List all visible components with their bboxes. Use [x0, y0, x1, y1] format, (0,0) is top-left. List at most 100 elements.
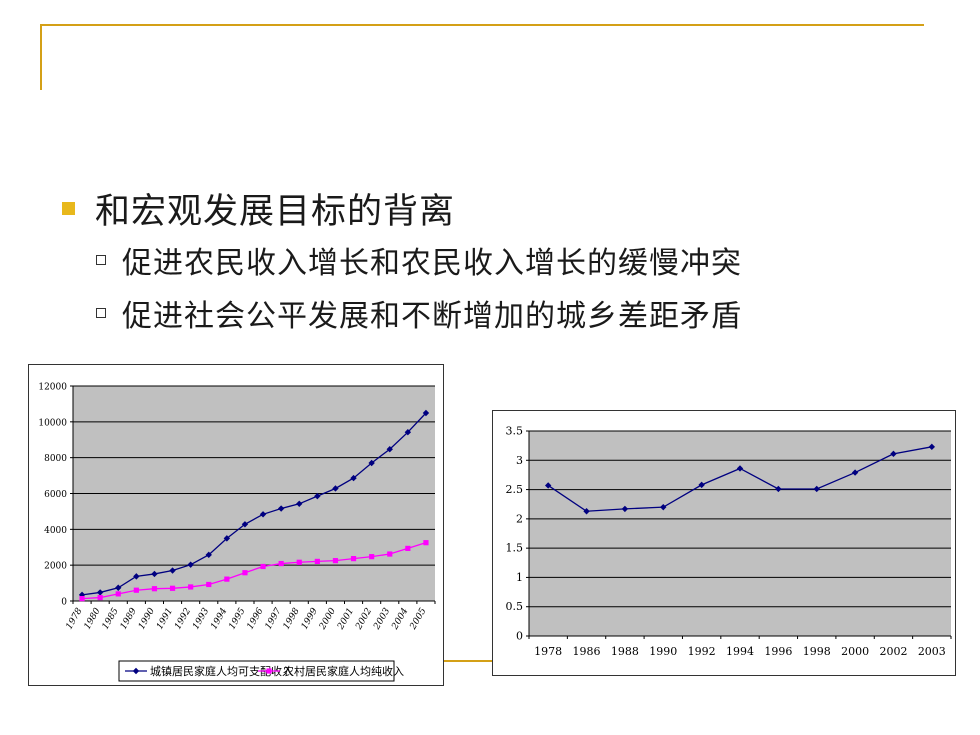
x-tick-label: 1998	[803, 645, 831, 658]
data-point	[296, 500, 303, 508]
legend-urban-label: 城镇居民家庭人均可支配收入	[150, 664, 293, 678]
x-tick-label: 1985	[101, 606, 121, 631]
data-point	[332, 485, 339, 492]
data-point	[188, 584, 194, 590]
y-tick-label: 2.5	[506, 483, 524, 496]
y-tick-label: 1.5	[506, 542, 524, 555]
y-tick-label: 3.5	[506, 425, 524, 438]
x-tick-label: 1998	[282, 606, 302, 631]
data-point	[775, 485, 782, 493]
data-point	[422, 409, 430, 417]
data-point	[278, 560, 284, 567]
data-point	[115, 584, 122, 591]
income-chart-svg: 0200040006000800010000120001978198019851…	[38, 383, 436, 682]
data-point	[369, 554, 375, 560]
x-tick-label: 1999	[300, 606, 320, 631]
x-tick-label: 2003	[918, 645, 946, 658]
x-tick-label: 1995	[227, 606, 247, 631]
y-tick-label: 0.5	[506, 600, 524, 613]
legend-urban-marker	[132, 667, 140, 675]
y-tick-label: 12000	[38, 383, 67, 393]
x-tick-label: 2003	[372, 606, 393, 632]
y-tick-label: 0	[516, 630, 523, 643]
data-point	[660, 503, 667, 511]
data-point	[736, 465, 744, 472]
y-tick-label: 2	[516, 512, 523, 525]
data-point	[423, 540, 429, 546]
data-point	[97, 594, 103, 601]
y-tick-label: 3	[516, 454, 523, 467]
y-tick-label: 8000	[44, 454, 67, 464]
data-point	[79, 595, 85, 602]
data-point	[242, 570, 248, 576]
data-point	[151, 570, 158, 578]
x-tick-label: 1994	[726, 645, 754, 658]
x-tick-label: 1990	[137, 606, 157, 631]
x-tick-label: 1994	[209, 606, 229, 631]
data-point	[368, 459, 375, 467]
legend-rural-label: 农村居民家庭人均纯收入	[283, 664, 404, 678]
x-tick-label: 1992	[688, 645, 716, 658]
sub-bullet-2: 促进社会公平发展和不断增加的城乡差距矛盾	[96, 291, 742, 335]
data-point	[314, 558, 320, 565]
x-tick-label: 1997	[264, 606, 284, 631]
series-line	[81, 412, 427, 596]
x-tick-label: 2000	[317, 606, 338, 632]
x-tick-label: 1996	[764, 645, 792, 658]
main-bullet-text: 和宏观发展目标的背离	[95, 191, 456, 232]
data-point	[151, 586, 158, 592]
plot-area	[529, 431, 951, 636]
data-point	[387, 551, 393, 557]
x-tick-label: 1990	[649, 645, 677, 658]
y-tick-label: 6000	[44, 490, 67, 500]
x-tick-label: 2002	[879, 645, 907, 658]
data-point	[405, 545, 411, 551]
x-tick-label: 2002	[354, 606, 375, 632]
connector-accent-line	[432, 660, 494, 662]
data-point	[277, 505, 285, 512]
data-point	[386, 446, 393, 453]
data-point	[206, 581, 212, 588]
sub-bullet-1: 促进农民收入增长和农民收入增长的缓慢冲突	[96, 238, 742, 282]
y-tick-label: 0	[61, 598, 67, 608]
ratio-chart-svg: 0 0.5 1 1.5 2 2.5 3 3.5 1978 1986 1988 1990 1992 1994…	[506, 425, 952, 658]
data-point	[851, 469, 859, 476]
x-tick-label: 1992	[173, 606, 193, 631]
data-point	[296, 559, 302, 565]
x-tick-label: 2001	[336, 607, 357, 633]
data-point	[224, 576, 230, 582]
x-tick-label: 1989	[119, 606, 139, 631]
data-point	[115, 591, 121, 597]
top-accent-line	[40, 24, 924, 26]
x-tick-label: 1978	[534, 645, 562, 658]
data-point	[332, 558, 339, 564]
hollow-square-bullet-icon	[96, 255, 106, 265]
x-tick-label: 1996	[246, 606, 266, 631]
data-point	[133, 587, 139, 593]
x-tick-label: 1980	[83, 606, 103, 631]
left-accent-line	[40, 24, 42, 90]
data-point	[260, 563, 266, 570]
y-tick-label: 1	[516, 571, 523, 584]
data-point	[169, 585, 176, 591]
data-point	[404, 428, 412, 436]
data-point	[698, 481, 705, 489]
y-tick-label: 4000	[44, 526, 67, 536]
sub-bullet-1-text: 促进农民收入增长和农民收入增长的缓慢冲突	[122, 246, 742, 281]
data-point	[350, 474, 357, 482]
x-tick-label: 2004	[390, 606, 411, 632]
x-tick-label: 1978	[65, 606, 85, 631]
income-chart: 0 2000 4000 6000 8000 10000 12000 1978 1980 1985 1…	[28, 364, 444, 686]
sub-bullet-2-text: 促进社会公平发展和不断增加的城乡差距矛盾	[122, 299, 742, 334]
ratio-chart: 0 0.5 1 1.5 2 2.5 3 3.5 1978 1986 1988 1990 1992 1994…	[492, 410, 956, 676]
x-tick-label: 2000	[841, 645, 869, 658]
x-tick-label: 1991	[155, 607, 175, 632]
hollow-square-bullet-icon	[96, 308, 106, 318]
data-point	[314, 492, 321, 500]
data-point	[813, 485, 820, 493]
legend-box	[118, 660, 395, 682]
x-tick-label: 1988	[611, 645, 639, 658]
x-tick-label: 1993	[191, 606, 211, 631]
legend-rural-marker	[266, 668, 272, 674]
main-bullet: 和宏观发展目标的背离	[62, 183, 455, 233]
